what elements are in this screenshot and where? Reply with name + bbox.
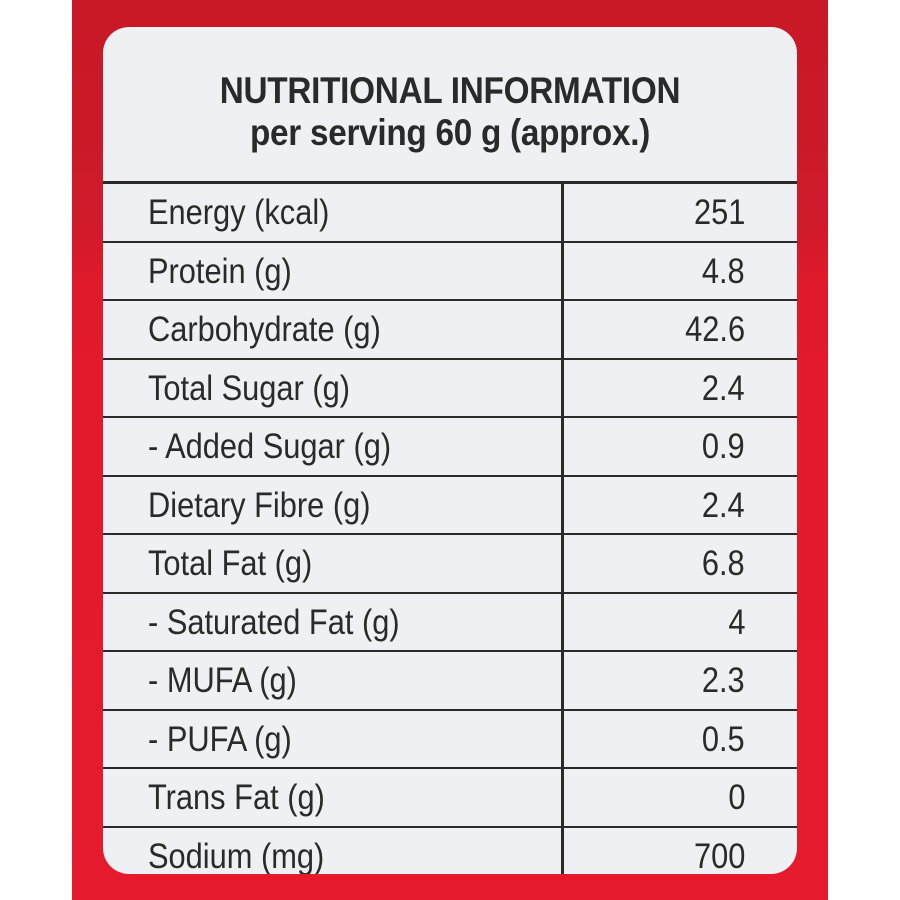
nutrient-name: Sodium (mg) [148, 836, 325, 875]
nutrient-row-dietary-fibre: Dietary Fibre (g) 2.4 [103, 477, 797, 535]
nutrient-row-energy: Energy (kcal) 251 [103, 184, 797, 243]
nutrient-row-pufa: - PUFA (g) 0.5 [103, 711, 797, 769]
nutrient-name: Protein (g) [148, 251, 292, 291]
nutrient-name: - MUFA (g) [148, 661, 297, 700]
nutrition-label: NUTRITIONAL INFORMATION per serving 60 g… [103, 27, 797, 874]
nutrient-row-saturated-fat: - Saturated Fat (g) 4 [103, 594, 797, 652]
nutrient-name: - Saturated Fat (g) [148, 602, 400, 642]
nutrient-value: 251 [693, 193, 745, 232]
nutrient-name: Total Fat (g) [148, 544, 313, 583]
nutrient-row-total-fat: Total Fat (g) 6.8 [103, 535, 797, 594]
nutrient-value: 2.4 [702, 485, 745, 525]
header-divider [103, 181, 797, 184]
nutrient-value: 0.5 [702, 719, 745, 759]
nutrient-row-total-sugar: Total Sugar (g) 2.4 [103, 360, 797, 418]
column-divider [561, 184, 564, 874]
nutrient-value: 4.8 [702, 251, 745, 291]
nutrient-row-carbohydrate: Carbohydrate (g) 42.6 [103, 301, 797, 360]
nutrient-row-mufa: - MUFA (g) 2.3 [103, 652, 797, 711]
nutrient-value: 4 [727, 602, 745, 642]
label-subtitle: per serving 60 g (approx.) [249, 112, 651, 153]
nutrient-row-protein: Protein (g) 4.8 [103, 243, 797, 301]
nutrient-row-sodium: Sodium (mg) 700 [103, 828, 797, 875]
nutrient-name: Dietary Fibre (g) [148, 485, 371, 525]
nutrient-name: - Added Sugar (g) [148, 427, 392, 466]
nutrient-name: Carbohydrate (g) [148, 310, 381, 349]
nutrient-name: - PUFA (g) [148, 719, 292, 759]
label-header: NUTRITIONAL INFORMATION per serving 60 g… [103, 27, 797, 157]
nutrient-name: Energy (kcal) [148, 193, 330, 232]
nutrient-name: Total Sugar (g) [148, 368, 351, 408]
nutrient-row-trans-fat: Trans Fat (g) 0 [103, 769, 797, 828]
nutrient-value: 6.8 [702, 544, 745, 583]
nutrient-value: 700 [693, 836, 745, 875]
nutrient-row-added-sugar: - Added Sugar (g) 0.9 [103, 418, 797, 477]
nutrient-value: 2.3 [702, 661, 745, 700]
nutrient-value: 0 [727, 778, 745, 817]
nutrient-value: 0.9 [702, 427, 745, 466]
nutrient-table: Energy (kcal) 251 Protein (g) 4.8 Carboh… [103, 184, 797, 874]
nutrient-value: 42.6 [685, 310, 745, 349]
label-title: NUTRITIONAL INFORMATION [219, 70, 681, 111]
nutrient-name: Trans Fat (g) [148, 778, 325, 817]
nutrient-value: 2.4 [702, 368, 745, 408]
